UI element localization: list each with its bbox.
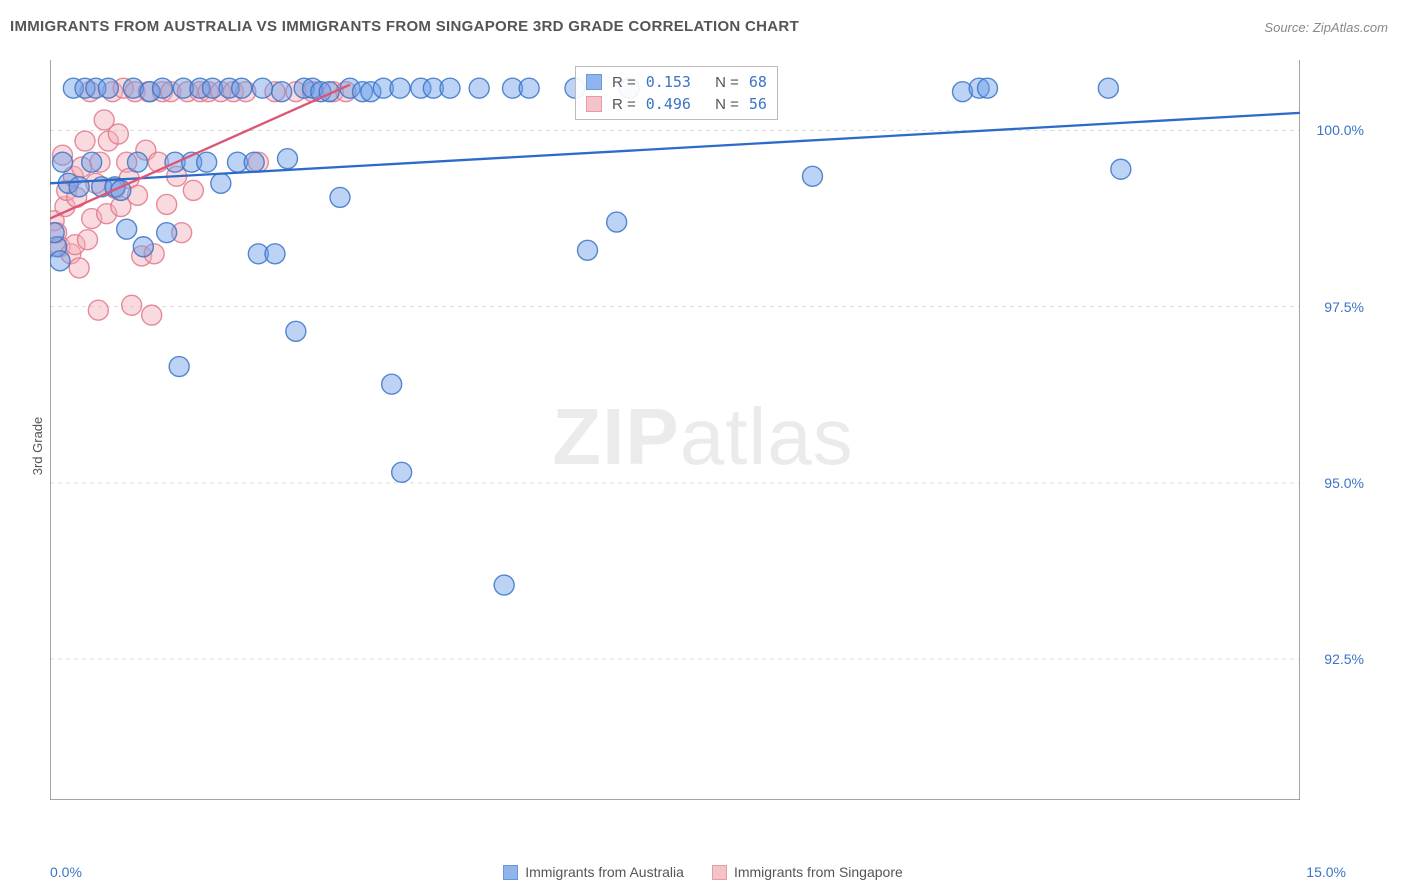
stats-r-value-australia: 0.153 <box>646 73 691 91</box>
legend-swatch-australia <box>503 865 518 880</box>
stats-box: R = 0.153 N = 68 R = 0.496 N = 56 <box>575 66 778 120</box>
stats-n-value-australia: 68 <box>749 73 767 91</box>
stats-r-value-singapore: 0.496 <box>646 95 691 113</box>
y-tick-label: 97.5% <box>1324 299 1364 315</box>
stats-r-label: R = <box>612 74 636 91</box>
source-attribution: Source: ZipAtlas.com <box>1264 20 1388 35</box>
y-tick-label: 100.0% <box>1317 122 1364 138</box>
source-link[interactable]: ZipAtlas.com <box>1313 20 1388 35</box>
y-tick-label: 95.0% <box>1324 475 1364 491</box>
stats-n-label: N = <box>715 96 739 113</box>
series-legend: Immigrants from Australia Immigrants fro… <box>0 864 1406 880</box>
legend-label-australia: Immigrants from Australia <box>525 864 684 880</box>
source-label: Source: <box>1264 20 1309 35</box>
stats-row-singapore: R = 0.496 N = 56 <box>586 93 767 115</box>
legend-label-singapore: Immigrants from Singapore <box>734 864 903 880</box>
stats-swatch-australia <box>586 74 602 90</box>
legend-item-singapore: Immigrants from Singapore <box>712 864 903 880</box>
stats-n-label: N = <box>715 74 739 91</box>
legend-item-australia: Immigrants from Australia <box>503 864 684 880</box>
plot-svg <box>50 60 1300 800</box>
stats-r-label: R = <box>612 96 636 113</box>
y-tick-label: 92.5% <box>1324 651 1364 667</box>
chart-title: IMMIGRANTS FROM AUSTRALIA VS IMMIGRANTS … <box>10 18 799 35</box>
legend-swatch-singapore <box>712 865 727 880</box>
scatter-plot <box>50 60 1300 800</box>
stats-swatch-singapore <box>586 96 602 112</box>
y-axis-label: 3rd Grade <box>30 417 45 476</box>
stats-n-value-singapore: 56 <box>749 95 767 113</box>
stats-row-australia: R = 0.153 N = 68 <box>586 71 767 93</box>
